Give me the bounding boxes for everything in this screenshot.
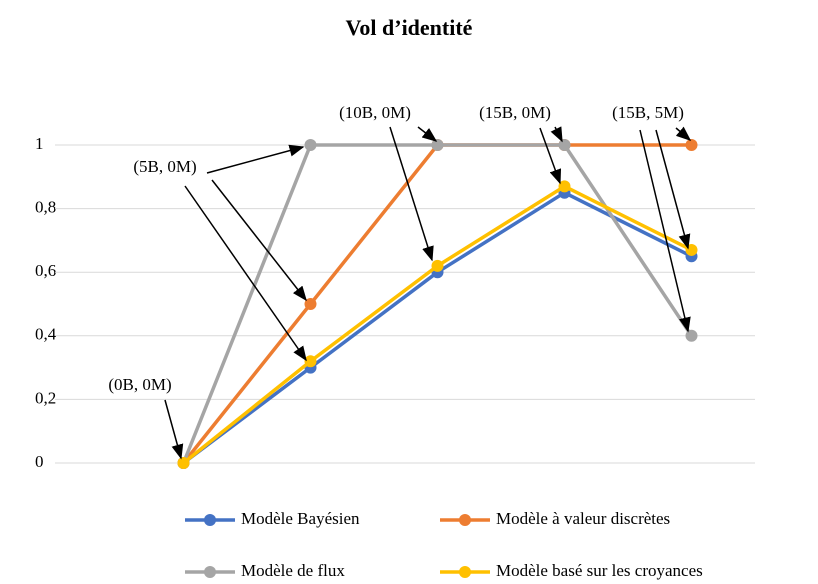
y-tick-label: 0,2 <box>35 388 56 407</box>
line <box>181 143 693 464</box>
point <box>558 139 571 151</box>
y-tick-label: 0,4 <box>35 325 57 344</box>
annotation: (0B, 0M) <box>108 375 171 394</box>
annotation-arrows <box>164 126 692 460</box>
point <box>431 139 444 151</box>
annotation: (15B, 5M) <box>612 103 684 122</box>
annotation: (5B, 0M) <box>133 157 196 176</box>
point <box>685 139 698 151</box>
point <box>304 298 317 310</box>
point <box>304 139 317 151</box>
legend-label: Modèle de flux <box>241 561 345 580</box>
chart-title: Vol d’identité <box>346 15 473 40</box>
point <box>685 329 698 342</box>
annotation: (10B, 0M) <box>339 103 411 122</box>
legend-label: Modèle basé sur les croyances <box>496 561 703 580</box>
legend-label: Modèle Bayésien <box>241 509 360 528</box>
point <box>304 355 317 368</box>
y-tick-label: 1 <box>35 134 44 153</box>
y-tick-label: 0,8 <box>35 198 56 217</box>
legend-marker <box>459 514 471 526</box>
series-layer: Modèle Bayésien Modèle à valeur discrètes… <box>177 139 703 580</box>
legend-label: Modèle à valeur discrètes <box>496 509 670 528</box>
point <box>558 180 571 193</box>
y-tick-label: 0 <box>35 452 44 471</box>
legend-marker <box>204 566 216 578</box>
annotation: (15B, 0M) <box>479 103 551 122</box>
y-tick-label: 0,6 <box>35 261 56 280</box>
point <box>431 259 444 272</box>
legend-marker <box>459 566 471 578</box>
line <box>182 143 692 465</box>
line <box>182 190 693 465</box>
point <box>177 457 190 469</box>
legend-marker <box>204 514 216 526</box>
line <box>182 184 693 465</box>
